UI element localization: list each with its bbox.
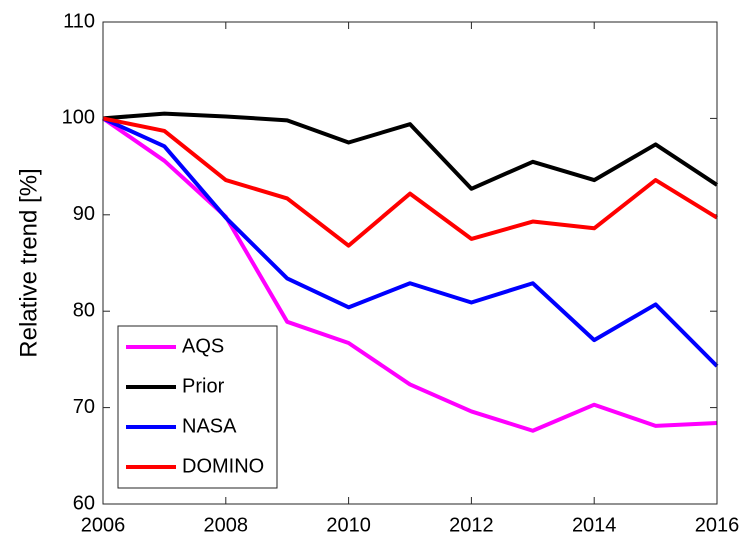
x-tick-label: 2006 [81, 514, 126, 536]
legend-label: NASA [182, 415, 237, 437]
series-line [101, 116, 718, 433]
y-tick-label: 110 [63, 10, 95, 32]
x-tick-label: 2008 [204, 514, 249, 536]
legend-label: DOMINO [182, 455, 264, 477]
y-tick-label: 100 [62, 107, 95, 129]
legend-box [117, 325, 278, 489]
y-tick-label: 90 [73, 203, 95, 225]
y-axis-label: Relative trend [%] [15, 168, 42, 357]
x-tick-label: 2010 [326, 514, 371, 536]
x-tick-label: 2014 [572, 514, 617, 536]
y-tick-label: 70 [73, 396, 95, 418]
x-tick-label: 2016 [695, 514, 740, 536]
y-tick-label: 80 [73, 299, 95, 321]
x-tick-label: 2012 [449, 514, 494, 536]
series-line [102, 116, 719, 248]
axes-box [102, 21, 718, 505]
legend-label: Prior [182, 375, 225, 397]
series-line [102, 116, 719, 368]
series-line [102, 111, 719, 191]
y-tick-label: 60 [73, 492, 95, 514]
legend-label: AQS [182, 335, 224, 357]
